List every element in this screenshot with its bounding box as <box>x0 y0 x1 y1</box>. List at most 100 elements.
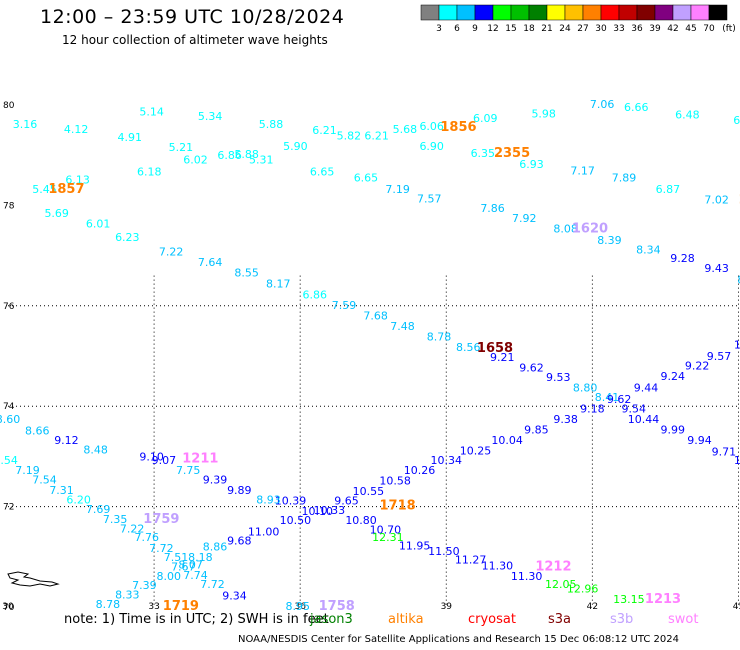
wave-height-label: 9.94 <box>687 434 712 447</box>
wave-height-label: 7.75 <box>176 464 201 477</box>
wave-height-label: 9.62 <box>519 362 544 375</box>
pass-time-label: 1856 <box>440 120 476 135</box>
wave-height-label: 9.07 <box>152 454 177 467</box>
wave-height-label: 8.08 <box>553 223 578 236</box>
pass-time-label: 2355 <box>494 146 530 161</box>
satellite-jason3: jason3 <box>310 612 353 627</box>
pass-time-label: 1620 <box>572 222 608 237</box>
wave-height-label: 9.53 <box>546 371 571 384</box>
wave-height-label: 8.93 <box>256 494 281 507</box>
lat-label: 76 <box>3 302 15 312</box>
satellite-s3b: s3b <box>610 612 634 627</box>
wave-height-label: 6.86 <box>217 149 242 162</box>
wave-height-label: 8.00 <box>156 570 181 583</box>
wave-height-label: 10 <box>734 338 740 351</box>
wave-height-label: 5.88 <box>234 148 259 161</box>
lon-label: 30 <box>2 602 14 612</box>
wave-height-label: 13.15 <box>613 593 645 606</box>
wave-height-label: 9.22 <box>685 360 710 373</box>
colorbar-tick: 45 <box>685 24 696 34</box>
wave-height-label: 6.21 <box>312 124 337 137</box>
colorbar-tick: 27 <box>577 24 588 34</box>
wave-height-label: 10.58 <box>379 475 411 488</box>
pass-time-labels: 1856 2355 1857 2 1620 1658 1211 1718 1759 1212 121… <box>48 120 740 614</box>
colorbar-tick: 42 <box>667 24 678 34</box>
colorbar-tick: 39 <box>649 24 661 34</box>
wave-height-label: 9.54 <box>622 403 647 416</box>
wave-height-label: 5.31 <box>249 154 274 167</box>
wave-height-label: 5.98 <box>531 108 556 121</box>
footer-credit: NOAA/NESDIS Center for Satellite Applica… <box>238 634 680 645</box>
wave-height-label: 6.93 <box>519 158 544 171</box>
colorbar-tick: 12 <box>487 24 498 34</box>
wave-height-label: 3.16 <box>13 118 38 131</box>
wave-height-label: 8.48 <box>83 443 108 456</box>
pass-time-label: 1213 <box>645 592 681 607</box>
wave-height-label: 9.57 <box>707 350 732 363</box>
wave-height-label: 7.59 <box>332 299 357 312</box>
colorbar-tick: 70 <box>703 24 715 34</box>
wave-height-label: 6.06 <box>419 120 444 133</box>
wave-height-label: 9.68 <box>227 534 252 547</box>
colorbar-tick: 30 <box>595 24 607 34</box>
wave-height-label: 11.50 <box>428 545 460 558</box>
wave-height-label: 9.44 <box>634 382 659 395</box>
wave-height-label: 9.38 <box>553 413 578 426</box>
colorbar-tick: 3 <box>436 24 442 34</box>
wave-height-label: 8.56 <box>456 341 481 354</box>
wave-height-label: 9.43 <box>704 262 729 275</box>
wave-height-label: 7.64 <box>198 256 223 269</box>
pass-time-label: 1758 <box>319 599 355 614</box>
wave-height-label: 8 <box>737 274 740 287</box>
wave-height-label: 4.91 <box>118 131 143 144</box>
wave-height-label: 7.54 <box>32 474 57 487</box>
satellite-altika: altika <box>388 612 424 627</box>
wave-height-label: 6.65 <box>310 165 335 178</box>
wave-height-label: 5.88 <box>259 118 284 131</box>
satellite-s3a: s3a <box>548 612 572 627</box>
colorbar-tick: 36 <box>631 24 643 34</box>
satellite-swot: swot <box>668 612 699 627</box>
wave-height-label: 8.55 <box>234 267 259 280</box>
wave-height-label: 6.20 <box>66 494 91 507</box>
wave-height-label: 6.21 <box>364 130 389 143</box>
wave-height-label: 7.48 <box>390 320 415 333</box>
lon-label: 45 <box>733 602 740 612</box>
wave-height-label: 5.69 <box>44 207 69 220</box>
wave-height-label: 9.62 <box>607 393 632 406</box>
wave-height-label: 12.05 <box>545 578 577 591</box>
colorbar-tick: 21 <box>541 24 552 34</box>
wave-height-label: 11.30 <box>511 570 543 583</box>
wave-height-label: 9.24 <box>661 370 686 383</box>
wave-height-label: 10 <box>734 454 740 467</box>
pass-time-label: 2 <box>739 192 740 207</box>
wave-height-label: 8.80 <box>573 382 598 395</box>
pass-time-label: 1857 <box>48 182 84 197</box>
wave-height-label: 8.95 <box>286 600 311 613</box>
pass-time-label: 1759 <box>143 512 179 527</box>
wave-height-label: 11.27 <box>455 553 487 566</box>
wave-height-label: 9.89 <box>227 484 252 497</box>
wave-height-label: 8.33 <box>115 588 140 601</box>
wave-height-label: 7.35 <box>103 513 128 526</box>
wave-height-label: 6.65 <box>354 171 379 184</box>
note-text: note: 1) Time is in UTC; 2) SWH is in fe… <box>64 612 329 627</box>
colorbar-tick: 9 <box>472 24 478 34</box>
wave-height-label: 9.85 <box>524 423 549 436</box>
satellite-cryosat: cryosat <box>468 612 516 627</box>
colorbar-tick: 15 <box>505 24 516 34</box>
colorbar-tick: 33 <box>613 24 624 34</box>
wave-height-label: 7.76 <box>135 531 160 544</box>
wave-height-label: 5.90 <box>283 140 308 153</box>
wave-height-label: 8.78 <box>96 598 121 611</box>
land-outline <box>7 571 60 587</box>
pass-time-label: 1658 <box>477 341 513 356</box>
wave-height-label: 6.18 <box>137 165 162 178</box>
wave-height-label: 7.22 <box>120 523 145 536</box>
wave-height-label: 8.18 <box>188 551 213 564</box>
wave-height-label: 11.95 <box>399 539 431 552</box>
wave-height-label: 4.12 <box>64 123 89 136</box>
wave-height-label: 11.30 <box>482 559 514 572</box>
wave-height-label: 6.87 <box>656 183 681 196</box>
